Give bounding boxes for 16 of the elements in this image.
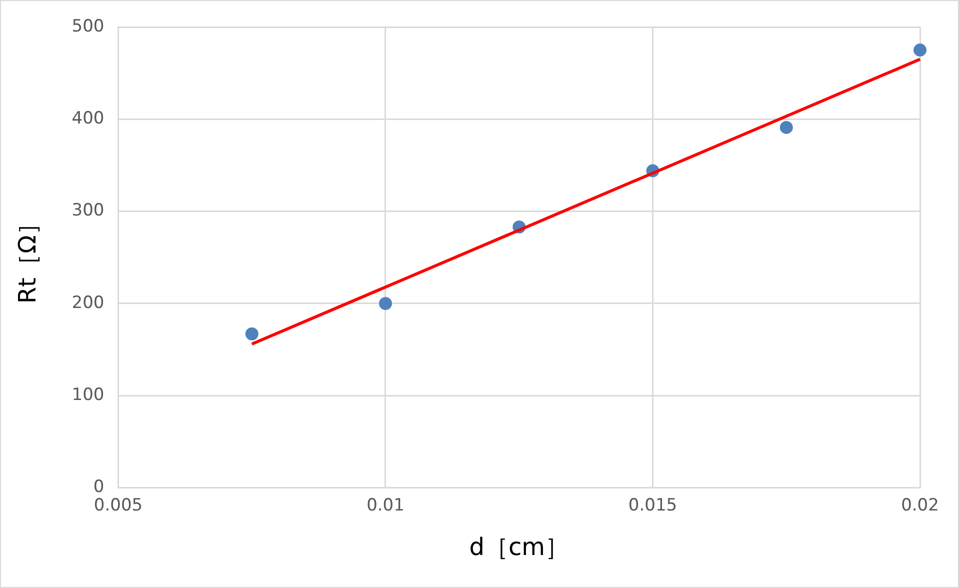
point: [245, 327, 258, 340]
x-tick-label: 0.01: [366, 495, 404, 516]
x-tick-label: 0.005: [94, 495, 143, 516]
y-tick-label: 500: [72, 16, 104, 36]
x-axis-title: d［cm］: [469, 532, 570, 561]
x-tick-label: 0.015: [628, 495, 678, 516]
y-tick-label: 400: [72, 108, 104, 129]
y-tick-label: 300: [72, 200, 104, 221]
point: [379, 296, 392, 310]
y-tick-label: 200: [72, 292, 104, 313]
x-tick-label: 0.02: [901, 495, 939, 516]
y-tick-label: 100: [72, 385, 104, 406]
point: [780, 120, 793, 134]
y-tick-label: 0: [93, 477, 104, 498]
y-axis-title: Rt［Ω］: [14, 211, 42, 304]
point: [914, 44, 926, 57]
